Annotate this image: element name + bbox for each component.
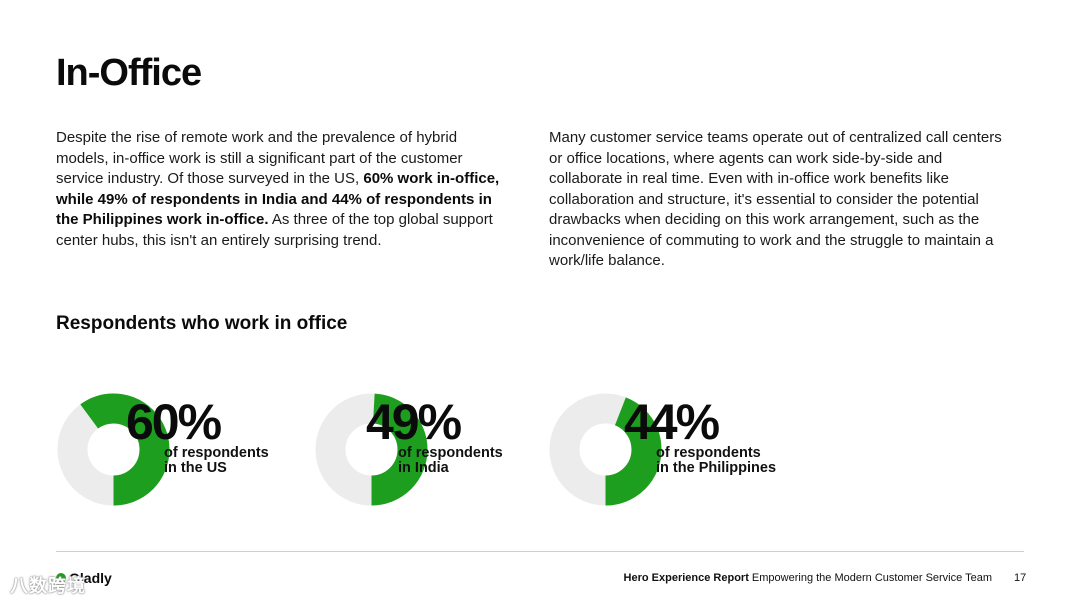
stat-description-line2: in India — [398, 460, 449, 476]
stat-value: 44% — [624, 394, 720, 450]
stat-value: 60% — [126, 394, 222, 450]
stat-description: of respondents in India — [398, 446, 503, 476]
stat-description: of respondents in the Philippines — [656, 446, 776, 476]
page-title: In-Office — [56, 52, 202, 94]
stat-description-line1: of respondents — [164, 445, 269, 461]
footer-report-subtitle: Empowering the Modern Customer Service T… — [748, 572, 992, 584]
stat-description-line1: of respondents — [656, 445, 761, 461]
donut-chart-philippines — [549, 393, 662, 506]
stat-description-line2: in the US — [164, 460, 227, 476]
footer-divider — [56, 551, 1024, 552]
gladly-logo-icon — [56, 573, 66, 583]
donut-chart-us — [57, 393, 170, 506]
stat-philippines: 44% of respondents in the Philippines — [548, 392, 808, 507]
intro-left-bold: 60% work in-office, while 49% of respond… — [56, 170, 500, 228]
stat-india: 49% of respondents in India — [314, 392, 574, 507]
intro-left-text-end: As three of the top global support cente… — [56, 211, 493, 249]
gladly-logo: Gladly — [56, 570, 112, 586]
stat-us: 60% of respondents in the US — [56, 392, 316, 507]
donut-fill — [57, 393, 170, 506]
gladly-logo-text: Gladly — [69, 570, 112, 586]
intro-left-text: Despite the rise of remote work and the … — [56, 129, 463, 187]
stat-description-line2: in the Philippines — [656, 460, 777, 476]
stat-value: 49% — [366, 394, 462, 450]
stat-description: of respondents in the US — [164, 446, 269, 476]
stat-description-line1: of respondents — [398, 445, 503, 461]
footer-report-name: Hero Experience Report — [623, 572, 749, 584]
footer-report-title: Hero Experience Report Empowering the Mo… — [624, 572, 992, 584]
donut-fill — [315, 393, 428, 506]
intro-left-paragraph: Despite the rise of remote work and the … — [56, 128, 511, 251]
page-number: 17 — [1014, 572, 1027, 584]
watermark: 八数跨境 — [10, 576, 86, 596]
intro-right-paragraph: Many customer service teams operate out … — [549, 129, 1002, 269]
donut-chart-india — [315, 393, 428, 506]
stats-heading: Respondents who work in office — [56, 313, 348, 334]
donut-fill — [549, 393, 662, 506]
